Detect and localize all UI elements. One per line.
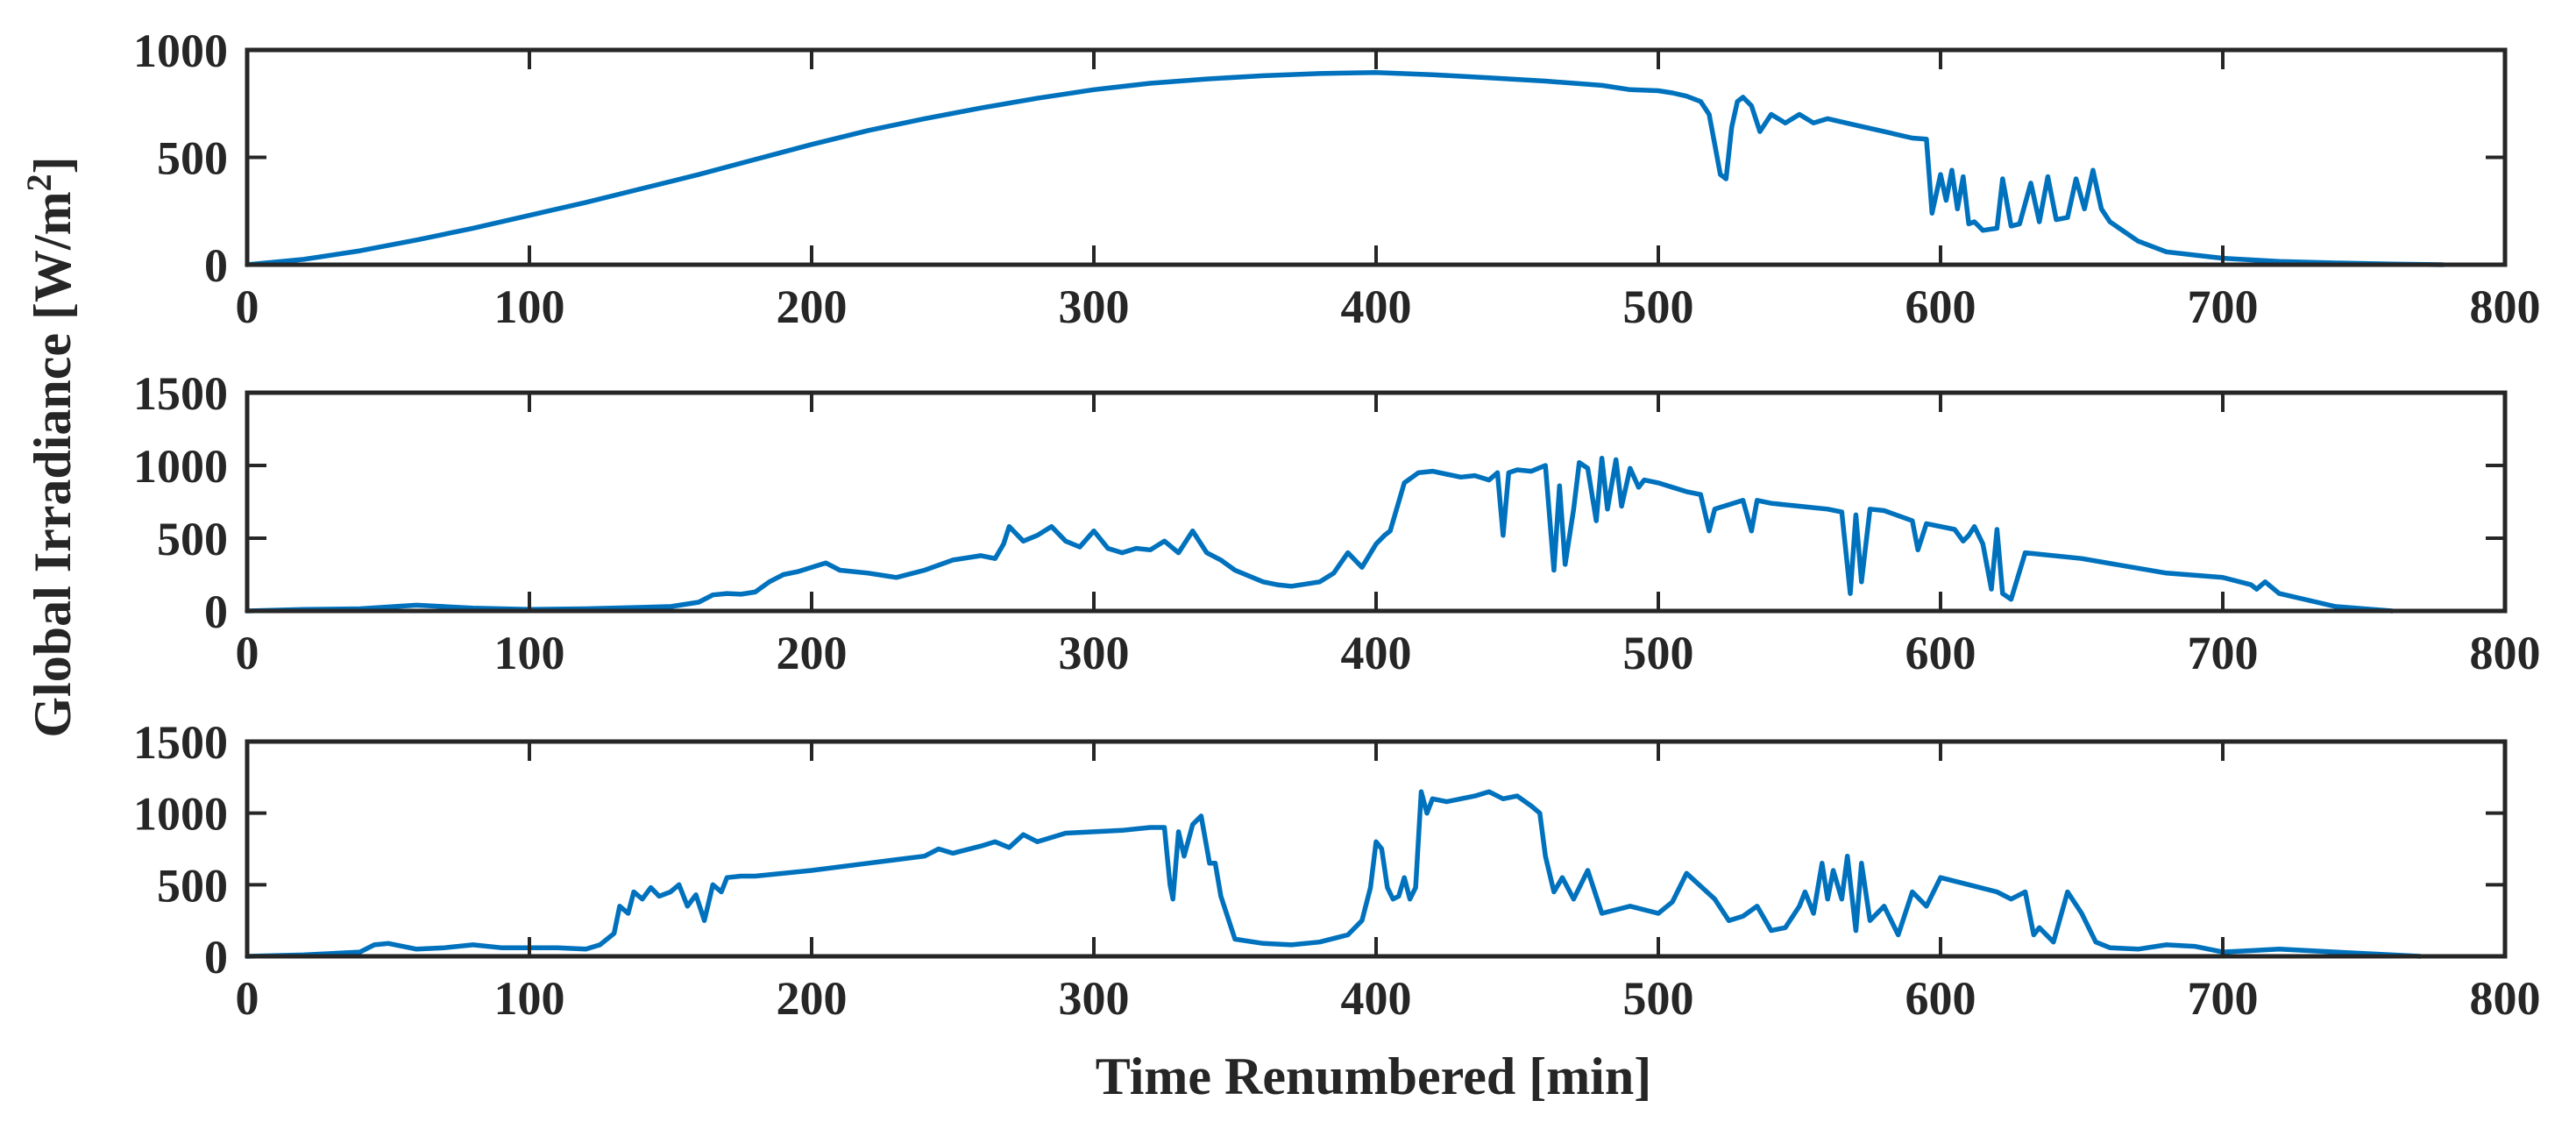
x-tick-label: 0: [236, 627, 259, 679]
x-tick-label: 700: [2188, 280, 2259, 333]
x-tick-label: 800: [2470, 280, 2541, 333]
subplot-2: 0 100 200 300 400 500 600 700 800 0 500 1000 1500: [133, 367, 2541, 679]
x-tick-label: 600: [1905, 972, 1976, 1025]
y-tick-label: 1000: [133, 25, 228, 77]
y-tick-label: 0: [204, 931, 228, 983]
y-axis-title: Global Irradiance [W/m2]: [19, 156, 82, 737]
x-tick-label: 200: [777, 627, 848, 679]
x-tick-label: 800: [2470, 972, 2541, 1025]
x-tick-label: 600: [1905, 627, 1976, 679]
x-tick-label: 600: [1905, 280, 1976, 333]
series-line-day-3: [245, 789, 2423, 959]
x-tick-label: 700: [2188, 972, 2259, 1025]
y-axis-title-close: ]: [24, 156, 82, 174]
y-tick-label: 500: [157, 859, 228, 912]
x-tick-label: 200: [777, 972, 848, 1025]
x-tick-label: 0: [236, 972, 259, 1025]
y-tick-label: 0: [204, 586, 228, 638]
y-tick-label: 500: [157, 513, 228, 565]
y-tick-label: 1500: [133, 367, 228, 420]
x-tick-label: 800: [2470, 627, 2541, 679]
y-axis-title-main: Global Irradiance [W/m: [24, 191, 82, 737]
x-tick-label: 400: [1341, 627, 1412, 679]
x-tick-label: 300: [1059, 280, 1130, 333]
x-tick-label: 500: [1623, 627, 1694, 679]
x-tick-label: 300: [1059, 627, 1130, 679]
y-tick-label: 1000: [133, 440, 228, 493]
subplot-3: 0 100 200 300 400 500 600 700 800 0 500 1000 1500: [133, 716, 2541, 1025]
x-tick-label: 300: [1059, 972, 1130, 1025]
x-tick-label: 400: [1341, 280, 1412, 333]
x-tick-label: 500: [1623, 280, 1694, 333]
y-tick-label: 1500: [133, 716, 228, 769]
x-tick-label: 500: [1623, 972, 1694, 1025]
x-tick-label: 200: [777, 280, 848, 333]
series-line-day-2: [245, 455, 2395, 614]
x-tick-label: 400: [1341, 972, 1412, 1025]
y-tick-label: 1000: [133, 788, 228, 841]
x-tick-label: 100: [494, 280, 565, 333]
x-tick-label: 100: [494, 627, 565, 679]
y-axis-title-superscript: 2: [19, 174, 59, 191]
series-line-day-1: [245, 69, 2445, 267]
x-axis-title: Time Renumbered [min]: [1096, 1047, 1651, 1105]
x-tick-label: 0: [236, 280, 259, 333]
x-tick-label: 700: [2188, 627, 2259, 679]
subplot-1: 0 100 200 300 400 500 600 700 800 0 500 1000: [133, 25, 2541, 333]
y-tick-label: 500: [157, 132, 228, 185]
x-tick-label: 100: [494, 972, 565, 1025]
y-tick-label: 0: [204, 239, 228, 292]
